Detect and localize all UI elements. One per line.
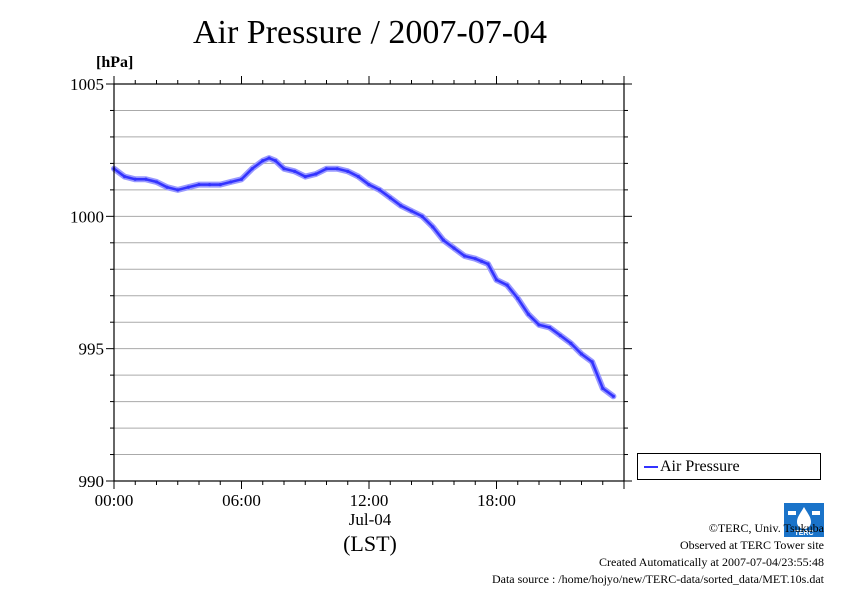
- data-point: [473, 257, 477, 261]
- data-point: [123, 175, 127, 179]
- data-point: [452, 246, 456, 250]
- y-tick-label: 1005: [70, 75, 104, 94]
- legend: Air Pressure: [637, 453, 821, 480]
- x-tick-label: 18:00: [477, 491, 516, 510]
- x-tick-label: 12:00: [350, 491, 389, 510]
- data-point: [420, 214, 424, 218]
- x-axis-label: (LST): [343, 531, 397, 556]
- data-point: [293, 169, 297, 173]
- data-point: [239, 177, 244, 181]
- data-point: [579, 352, 584, 356]
- data-point: [569, 341, 573, 345]
- data-point: [229, 180, 233, 184]
- legend-line-swatch: [644, 466, 658, 468]
- data-point: [282, 167, 286, 171]
- terc-logo: TERC: [784, 503, 824, 537]
- data-point: [186, 185, 190, 189]
- data-point: [505, 283, 509, 287]
- data-point: [486, 262, 490, 266]
- data-point: [463, 254, 467, 258]
- series-layer: [111, 155, 617, 400]
- series-halo: [111, 155, 617, 400]
- y-axis-unit: [hPa]: [96, 54, 134, 71]
- data-point: [303, 175, 307, 179]
- data-point: [218, 182, 222, 187]
- data-point: [537, 323, 541, 327]
- data-point: [480, 259, 484, 263]
- y-tick-label: 995: [79, 340, 105, 359]
- footer-copyright: ©TERC, Univ. Tsukuba: [708, 521, 824, 535]
- data-point: [314, 172, 318, 176]
- data-point: [335, 167, 339, 171]
- data-point: [548, 325, 552, 330]
- x-tick-label: 06:00: [222, 491, 261, 510]
- data-point: [378, 188, 382, 192]
- data-point: [165, 185, 169, 189]
- data-point: [494, 278, 499, 282]
- axis-ticks: [106, 76, 632, 489]
- footer-created: Created Automatically at 2007-07-04/23:5…: [599, 555, 824, 569]
- x-tick-label: 00:00: [95, 491, 134, 510]
- data-point: [144, 177, 148, 181]
- x-tick-labels: 00:00 06:00 12:00 18:00: [95, 491, 516, 510]
- x-date-label: Jul-04: [348, 510, 392, 529]
- data-point: [558, 333, 562, 338]
- y-tick-labels: 990 995 1000 1005: [70, 75, 104, 491]
- data-point: [441, 238, 445, 242]
- data-point: [208, 182, 212, 187]
- data-point: [526, 312, 530, 316]
- series-line-air-pressure: [112, 156, 615, 398]
- data-point: [590, 360, 594, 364]
- data-point: [346, 169, 350, 173]
- y-tick-label: 990: [79, 472, 105, 491]
- footer-source: Data source : /home/hojyo/new/TERC-data/…: [491, 572, 824, 586]
- data-point: [133, 177, 137, 181]
- legend-entry-air-pressure: Air Pressure: [660, 458, 740, 475]
- data-point: [273, 159, 278, 163]
- data-point: [324, 167, 329, 171]
- plot-frame: [113, 83, 625, 482]
- data-point: [267, 156, 271, 160]
- data-point: [399, 204, 403, 208]
- data-point: [601, 386, 605, 390]
- data-point: [516, 296, 520, 300]
- data-point: [611, 394, 615, 398]
- data-point: [261, 159, 265, 163]
- data-point: [431, 225, 435, 229]
- data-point: [356, 175, 360, 179]
- y-tick-label: 1000: [70, 207, 104, 226]
- data-point: [154, 180, 159, 184]
- data-point: [409, 209, 414, 213]
- data-point: [388, 196, 392, 200]
- footer-observed: Observed at TERC Tower site: [679, 538, 824, 552]
- grid-lines: [114, 109, 624, 456]
- data-point: [197, 182, 201, 187]
- data-point: [367, 182, 371, 187]
- data-point: [250, 167, 254, 171]
- chart-title: Air Pressure / 2007-07-04: [192, 14, 548, 51]
- data-point: [176, 188, 180, 192]
- svg-text:TERC: TERC: [794, 530, 813, 537]
